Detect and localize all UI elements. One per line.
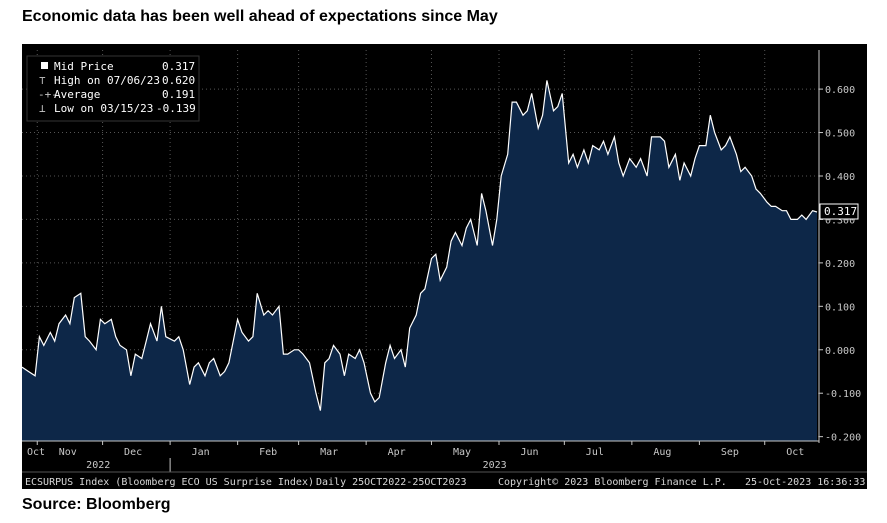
x-month-label: Aug	[653, 447, 671, 458]
last-value-marker: 0.317	[819, 203, 859, 220]
last-value-label: 0.317	[824, 205, 857, 218]
y-tick-label: 0.600	[825, 85, 855, 96]
legend-value-mid-price: 0.317	[162, 60, 195, 73]
y-tick-label: 0.500	[825, 129, 855, 140]
footer-period: Daily 25OCT2022-25OCT2023	[316, 477, 467, 488]
legend-high-icon: ⊤	[39, 74, 46, 87]
x-month-label: Jan	[192, 447, 210, 458]
footer-timestamp: 25-Oct-2023 16:36:33	[745, 477, 865, 488]
x-month-label: Mar	[320, 447, 338, 458]
legend-label-average: Average	[54, 88, 100, 101]
series-line	[22, 80, 818, 411]
y-tick-label: 0.000	[825, 346, 855, 357]
legend-value-high: 0.620	[162, 74, 195, 87]
x-month-label: Jun	[520, 447, 538, 458]
y-axis-ticks: -0.200 -0.100 0.000 0.100 0.200 0.300 0.400 0.5…	[819, 85, 861, 444]
x-month-label: Sep	[721, 447, 739, 458]
y-tick-label: 0.300	[825, 215, 855, 226]
legend-value-low: -0.139	[156, 102, 196, 115]
y-tick-label: 0.200	[825, 259, 855, 270]
legend-value-average: 0.191	[162, 88, 195, 101]
x-month-label: Apr	[388, 447, 406, 458]
x-year-label: 2023	[483, 460, 507, 471]
x-month-label: Dec	[124, 447, 142, 458]
x-month-label: Nov	[59, 447, 77, 458]
y-tick-label: 0.100	[825, 302, 855, 313]
x-month-label: May	[453, 447, 471, 458]
x-axis-ticks: Oct Nov Dec Jan Feb Mar Apr May Jun Jul Aug Sep Oct 2…	[27, 441, 804, 472]
series-area	[22, 80, 817, 442]
legend-square-icon	[41, 62, 48, 69]
footer-copyright: Copyright© 2023 Bloomberg Finance L.P.	[498, 477, 727, 488]
legend-low-icon: ⊥	[39, 102, 46, 115]
legend-label-high: High on 07/06/23	[54, 74, 160, 87]
legend-label-low: Low on 03/15/23	[54, 102, 153, 115]
legend: Mid Price 0.317 ⊤ High on 07/06/23 0.620…	[26, 55, 200, 122]
y-tick-label: -0.200	[825, 433, 861, 444]
legend-average-icon: -+-	[38, 88, 58, 101]
x-month-label: Oct	[786, 447, 804, 458]
legend-box	[26, 55, 200, 122]
x-month-label: Jul	[586, 447, 604, 458]
y-tick-label: 0.400	[825, 172, 855, 183]
chart-svg: -0.200 -0.100 0.000 0.100 0.200 0.300 0.400 0.5…	[22, 50, 867, 488]
chart-panel: -0.200 -0.100 0.000 0.100 0.200 0.300 0.400 0.5…	[22, 44, 867, 489]
y-tick-label: -0.100	[825, 389, 861, 400]
x-year-label: 2022	[86, 460, 110, 471]
footer-index-name: ECSURPUS Index (Bloomberg ECO US Surpris…	[25, 477, 314, 488]
source-note: Source: Bloomberg	[22, 496, 171, 513]
x-month-label: Feb	[259, 447, 277, 458]
legend-label-mid-price: Mid Price	[54, 60, 114, 73]
chart-title: Economic data has been well ahead of exp…	[22, 8, 498, 25]
last-value-box	[819, 203, 859, 220]
x-month-label: Oct	[27, 447, 45, 458]
